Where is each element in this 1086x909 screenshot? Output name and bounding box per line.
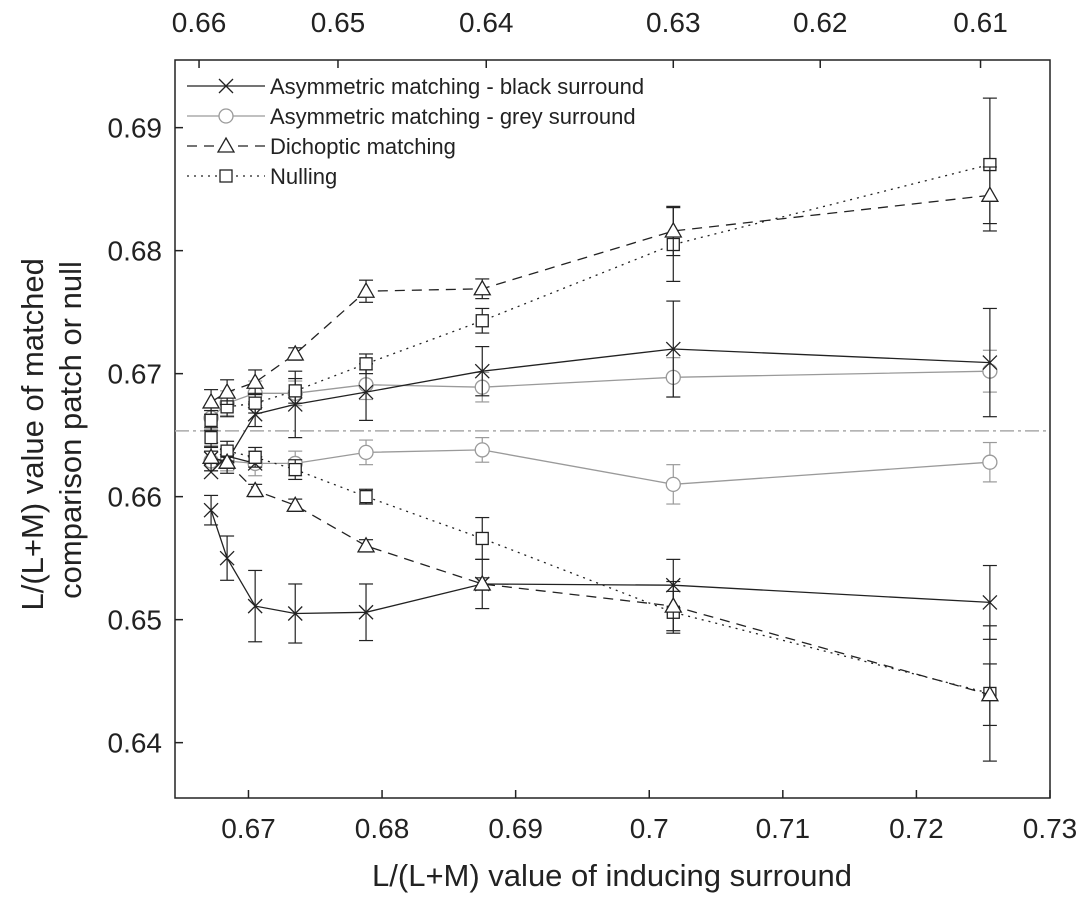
x-tick-label: 0.71 (756, 813, 811, 844)
marker-x (219, 550, 235, 566)
legend-item: Nulling (187, 164, 337, 189)
marker-triangle (286, 495, 305, 512)
marker-x (982, 355, 998, 371)
plot-frame (174, 59, 1051, 799)
marker-triangle (980, 185, 1000, 202)
top-tick-label: 0.64 (459, 7, 514, 38)
legend-label: Asymmetric matching - grey surround (270, 104, 636, 129)
marker-triangle (664, 596, 683, 613)
series-line (210, 456, 991, 696)
marker-square (288, 384, 302, 398)
series-x-lower (203, 494, 998, 644)
top-axis-ticks: 0.66 0.65 0.64 0.63 0.62 0.61 (172, 7, 1008, 68)
y-axis-label: L/(L+M) value of matched comparison patc… (15, 250, 88, 611)
legend-item: Dichoptic matching (187, 134, 456, 159)
series-line (210, 348, 990, 462)
legend-label: Asymmetric matching - black surround (270, 74, 644, 99)
y-axis-ticks: 0.64 0.65 0.66 0.67 0.68 0.69 (108, 113, 183, 759)
series-x-upper (203, 300, 998, 474)
x-tick-label: 0.7 (630, 813, 669, 844)
y-tick-label: 0.69 (108, 113, 163, 144)
x-tick-label: 0.68 (355, 813, 410, 844)
series-square-lower (204, 427, 997, 762)
marker-x (203, 464, 219, 480)
marker-x (474, 363, 490, 379)
y-axis-label-line-1: L/(L+M) value of matched (15, 258, 50, 610)
series-layer (201, 97, 1000, 762)
marker-square (359, 357, 373, 371)
marker-x (287, 396, 303, 412)
x-tick-label: 0.67 (221, 813, 276, 844)
marker-triangle (664, 221, 683, 238)
marker-triangle (980, 685, 1000, 702)
y-axis-label-line-2: comparison patch or null (53, 261, 88, 599)
marker-square (204, 430, 218, 445)
top-tick-label: 0.62 (793, 7, 848, 38)
legend-label: Dichoptic matching (270, 134, 456, 159)
marker-triangle (286, 344, 305, 361)
marker-square (248, 396, 262, 410)
marker-square (288, 462, 302, 477)
marker-square (248, 450, 262, 464)
marker-x (982, 594, 998, 610)
series-triangle-upper (201, 166, 1000, 415)
top-tick-label: 0.66 (172, 7, 227, 38)
series-circle-upper (203, 349, 998, 431)
marker-triangle (217, 382, 237, 399)
marker-square (475, 531, 489, 546)
marker-x (358, 384, 374, 400)
marker-x (665, 341, 681, 357)
series-circle-lower (203, 437, 998, 505)
x-axis-label: L/(L+M) value of inducing surround (372, 858, 852, 893)
top-tick-label: 0.61 (953, 7, 1008, 38)
marker-circle (982, 454, 998, 470)
marker-x (203, 502, 219, 518)
legend-item: Asymmetric matching - black surround (187, 74, 644, 99)
series-line (211, 449, 990, 485)
series-triangle-lower (201, 447, 1000, 727)
series-line (210, 194, 990, 403)
marker-square (475, 314, 489, 328)
marker-circle (218, 108, 234, 124)
marker-triangle (201, 447, 221, 464)
marker-triangle (216, 136, 236, 153)
top-tick-label: 0.65 (311, 7, 366, 38)
marker-square (204, 413, 218, 428)
legend-label: Nulling (270, 164, 337, 189)
series-line (210, 437, 991, 695)
marker-x (247, 598, 263, 614)
marker-square (359, 489, 373, 504)
marker-triangle (217, 452, 237, 469)
series-line (210, 509, 990, 615)
marker-triangle (201, 392, 221, 409)
marker-x (358, 604, 374, 620)
marker-x (287, 606, 303, 621)
x-tick-label: 0.69 (488, 813, 543, 844)
x-tick-label: 0.72 (889, 813, 944, 844)
legend-item: Asymmetric matching - grey surround (187, 104, 636, 129)
x-axis-ticks: 0.67 0.68 0.69 0.7 0.71 0.72 0.73 (221, 790, 1077, 844)
y-tick-label: 0.65 (108, 605, 163, 636)
top-tick-label: 0.63 (646, 7, 701, 38)
marker-circle (358, 444, 374, 461)
marker-triangle (356, 281, 376, 298)
marker-x (218, 78, 234, 94)
marker-circle (665, 476, 681, 493)
y-tick-label: 0.66 (108, 482, 163, 513)
marker-triangle (246, 372, 265, 389)
legend: Asymmetric matching - black surround Asym… (187, 74, 644, 189)
series-line (210, 163, 991, 421)
marker-triangle (246, 481, 265, 498)
marker-triangle (356, 536, 376, 553)
marker-triangle (473, 574, 492, 591)
y-tick-label: 0.64 (108, 728, 163, 759)
marker-triangle (473, 279, 492, 296)
y-tick-label: 0.67 (108, 359, 163, 390)
marker-square (219, 169, 233, 183)
y-tick-label: 0.68 (108, 236, 163, 267)
x-tick-label: 0.73 (1023, 813, 1078, 844)
marker-circle (474, 442, 490, 458)
